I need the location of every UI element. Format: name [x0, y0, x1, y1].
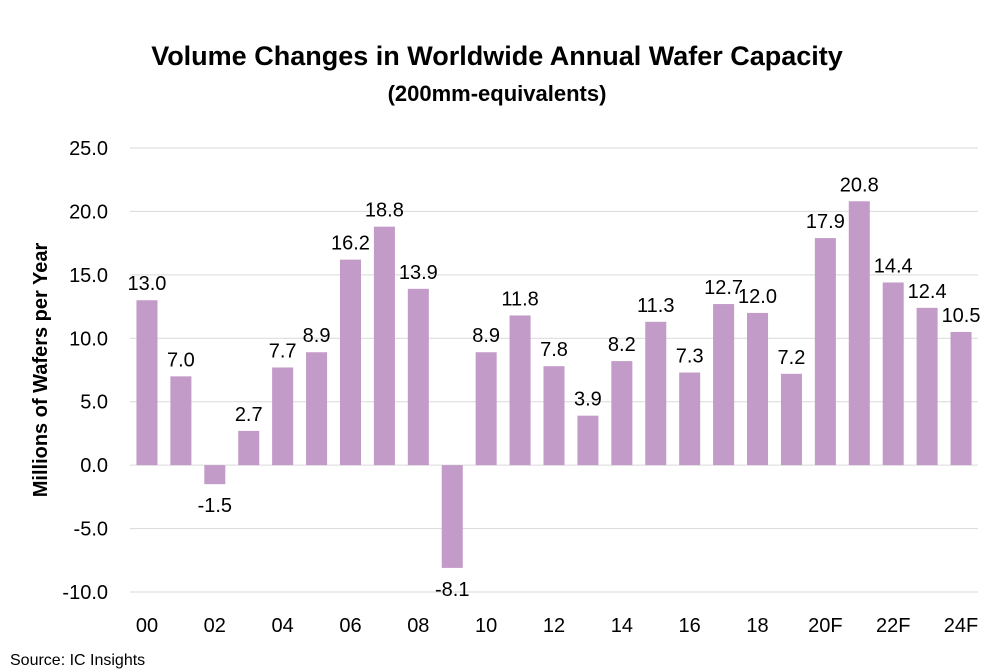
data-label: 11.8 [501, 288, 538, 310]
data-label: 17.9 [806, 211, 845, 233]
bars [136, 201, 972, 568]
bar-09 [441, 465, 463, 568]
data-labels: 13.07.0-1.52.77.78.916.218.813.9-8.18.91… [127, 174, 980, 601]
data-label: 7.2 [778, 347, 806, 369]
y-tick-label: 15.0 [69, 265, 108, 287]
bar-07 [373, 226, 395, 466]
data-label: 3.9 [574, 389, 602, 411]
bar-04 [272, 367, 294, 466]
x-tick-label: 22F [876, 615, 910, 637]
x-tick-label: 08 [407, 615, 429, 637]
bar-16 [679, 372, 701, 466]
x-tick-label: 10 [475, 615, 497, 637]
bar-13 [577, 415, 599, 466]
y-tick-label: 5.0 [80, 392, 108, 414]
bar-17 [713, 304, 735, 466]
bar-12 [543, 366, 565, 466]
bar-10 [475, 352, 497, 466]
bar-20f [814, 238, 836, 466]
data-label: -1.5 [198, 495, 232, 517]
bar-05 [306, 352, 328, 466]
data-label: 18.8 [365, 200, 404, 222]
x-tick-label: 14 [611, 615, 633, 637]
bar-03 [238, 430, 260, 466]
x-tick-label: 06 [339, 615, 361, 637]
bar-01 [170, 376, 192, 466]
data-label: 2.7 [235, 404, 263, 426]
y-tick-label: -5.0 [74, 519, 108, 541]
data-label: 13.0 [127, 273, 166, 295]
y-tick-label: 25.0 [69, 138, 108, 160]
bar-02 [204, 465, 226, 485]
x-tick-label: 20F [808, 615, 842, 637]
y-axis-label: Millions of Wafers per Year [30, 243, 52, 498]
data-label: 12.7 [704, 277, 743, 299]
x-tick-label: 16 [679, 615, 701, 637]
x-tick-label: 18 [746, 615, 768, 637]
y-tick-label: 20.0 [69, 201, 108, 223]
bar-18 [747, 312, 769, 466]
bar-23f [916, 307, 938, 466]
data-label: 13.9 [399, 262, 438, 284]
y-tick-label: 10.0 [69, 328, 108, 350]
chart-title: Volume Changes in Worldwide Annual Wafer… [151, 41, 843, 71]
bar-11 [509, 315, 531, 466]
bar-14 [611, 361, 633, 466]
bar-06 [339, 259, 361, 466]
x-tick-label: 00 [136, 615, 158, 637]
bar-15 [645, 321, 667, 466]
data-label: 10.5 [942, 305, 981, 327]
data-label: 12.0 [738, 286, 777, 308]
x-tick-label: 04 [272, 615, 294, 637]
y-axis-ticks: -10.0 -5.0 0.0 5.0 10.0 15.0 20.0 25.0 [62, 138, 108, 604]
bar-21f [848, 201, 870, 466]
bar-24f [950, 331, 972, 466]
data-label: 20.8 [840, 174, 879, 196]
bar-00 [136, 300, 158, 466]
data-label: 7.7 [269, 340, 297, 362]
bar-22f [882, 282, 904, 466]
data-label: -8.1 [435, 579, 469, 601]
data-label: 16.2 [331, 233, 370, 255]
data-label: 12.4 [908, 281, 947, 303]
x-tick-label: 12 [543, 615, 565, 637]
data-label: 14.4 [874, 255, 913, 277]
data-label: 7.3 [676, 346, 704, 368]
data-label: 8.2 [608, 334, 636, 356]
source-note: Source: IC Insights [10, 652, 145, 669]
x-tick-label: 02 [204, 615, 226, 637]
y-tick-label: -10.0 [62, 582, 108, 604]
bar-19 [780, 373, 802, 466]
chart-subtitle: (200mm-equivalents) [388, 81, 607, 106]
data-label: 7.8 [540, 339, 568, 361]
data-label: 8.9 [303, 325, 331, 347]
y-tick-label: 0.0 [80, 455, 108, 477]
bar-08 [407, 288, 429, 466]
x-tick-label: 24F [944, 615, 978, 637]
data-label: 7.0 [167, 349, 195, 371]
data-label: 11.3 [637, 295, 674, 317]
data-label: 8.9 [472, 325, 500, 347]
x-axis-ticks: 00 02 04 06 08 10 12 14 16 18 20F 22F 24F [136, 615, 978, 637]
